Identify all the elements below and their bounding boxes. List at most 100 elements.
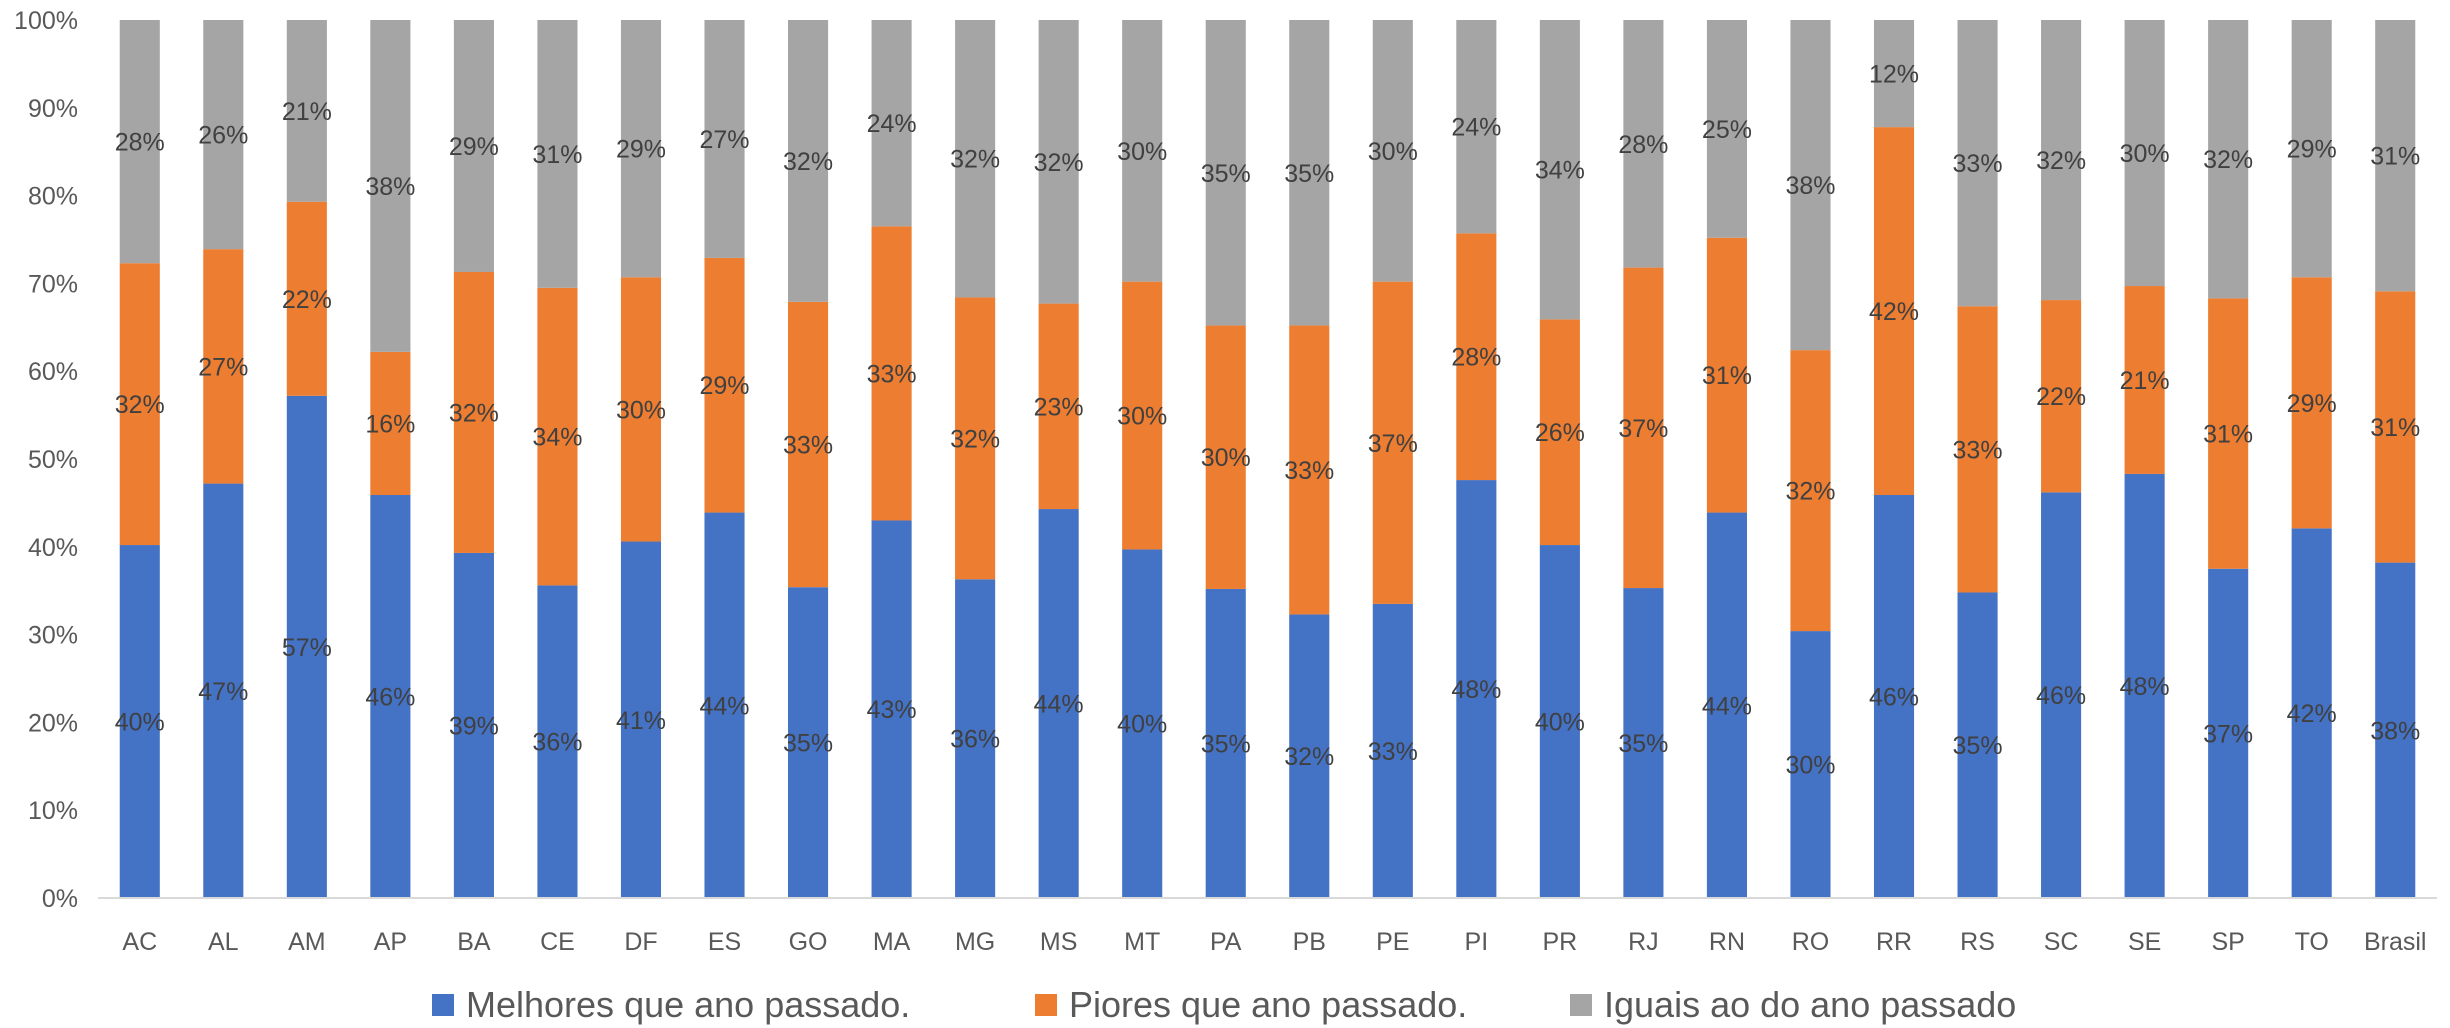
data-label: 46%: [1869, 683, 1919, 711]
bar-segment-ms-series-2: [1038, 303, 1079, 510]
y-tick-label: 30%: [28, 622, 78, 650]
bar-segment-mg-series-3: [955, 20, 996, 298]
data-label: 29%: [2287, 390, 2337, 418]
bar-segment-to-series-1: [2291, 528, 2332, 898]
bar-segment-ap-series-1: [370, 494, 411, 898]
data-label: 30%: [1117, 403, 1167, 431]
x-tick-label: RR: [1876, 928, 1912, 956]
x-tick-label: AL: [208, 928, 239, 956]
bar-segment-rs-series-2: [1957, 306, 1998, 593]
bar-segment-mt-series-1: [1122, 549, 1163, 898]
bar-segment-sc-series-1: [2041, 492, 2082, 898]
y-tick-label: 40%: [28, 534, 78, 562]
data-label: 37%: [1618, 415, 1668, 443]
data-label: 43%: [867, 696, 917, 724]
data-label: 35%: [783, 730, 833, 758]
data-label: 24%: [1451, 114, 1501, 142]
bar-segment-go-series-1: [788, 587, 829, 898]
data-label: 28%: [115, 129, 165, 157]
legend-swatch: [1570, 994, 1592, 1016]
bar-segment-se-series-2: [2124, 286, 2165, 474]
x-axis: AC AL AM AP BA CE DF ES GO MA MG MS MT PA PB PE PI PR RJ RN…: [98, 897, 2437, 956]
data-label: 34%: [532, 424, 582, 452]
bar-segment-sp-series-1: [2208, 568, 2249, 898]
x-tick-label: PI: [1465, 928, 1489, 956]
x-tick-label: PB: [1293, 928, 1326, 956]
data-label: 44%: [1702, 692, 1752, 720]
data-label: 30%: [1201, 444, 1251, 472]
data-label: 46%: [365, 683, 415, 711]
x-tick-label: Brasil: [2364, 928, 2427, 956]
bar-segment-rr-series-3: [1873, 20, 1915, 128]
bar-segment-ma-series-2: [871, 226, 912, 521]
bar-segment-brasil-series-2: [2375, 291, 2416, 563]
bar-segment-mt-series-3: [1122, 20, 1163, 282]
x-tick-label: MT: [1124, 928, 1160, 956]
data-label: 31%: [2203, 421, 2253, 449]
data-label: 31%: [2370, 414, 2420, 442]
bar-segment-rn-series-2: [1706, 237, 1747, 513]
bar-segment-al-series-2: [203, 249, 244, 484]
data-label: 40%: [115, 709, 165, 737]
legend-label: Piores que ano passado.: [1069, 984, 1467, 1025]
data-label: 12%: [1869, 61, 1919, 89]
x-tick-label: AM: [288, 928, 326, 956]
data-label: 33%: [1368, 738, 1418, 766]
y-tick-label: 90%: [28, 95, 78, 123]
bar-segment-pr-series-1: [1539, 545, 1580, 898]
x-tick-label: MG: [955, 928, 995, 956]
data-labels: 40% 32% 28% 47% 27% 26% 57% 22% 21% 46% 16% 38% 39% 3…: [115, 61, 2421, 780]
bar-segment-ce-series-3: [537, 20, 578, 288]
x-tick-label: AC: [122, 928, 157, 956]
bar-segment-es-series-3: [704, 20, 745, 258]
bar-segment-se-series-3: [2124, 20, 2165, 287]
data-label: 44%: [1034, 691, 1084, 719]
bar-segment-go-series-2: [788, 301, 829, 588]
data-label: 32%: [449, 399, 499, 427]
bar-segment-ap-series-2: [370, 351, 411, 495]
data-label: 29%: [616, 136, 666, 164]
bar-segment-ce-series-2: [537, 287, 578, 586]
y-axis: 0% 10% 20% 30% 40% 50% 60% 70% 80% 90% 100%: [14, 7, 78, 913]
x-tick-label: RO: [1792, 928, 1830, 956]
data-label: 30%: [1368, 138, 1418, 166]
data-label: 38%: [1785, 172, 1835, 200]
data-label: 28%: [1451, 344, 1501, 372]
data-label: 29%: [2287, 136, 2337, 164]
data-label: 46%: [2036, 682, 2086, 710]
data-label: 33%: [1284, 457, 1334, 485]
bar-segment-rs-series-1: [1957, 592, 1998, 898]
bar-segment-pb-series-2: [1289, 325, 1330, 615]
data-label: 36%: [532, 729, 582, 757]
bar-segment-al-series-3: [203, 20, 244, 250]
x-tick-label: DF: [624, 928, 657, 956]
bar-segment-ac-series-2: [119, 263, 160, 546]
bar-segment-rj-series-3: [1623, 20, 1664, 268]
data-label: 32%: [950, 425, 1000, 453]
data-label: 32%: [1034, 149, 1084, 177]
bar-segment-ro-series-1: [1790, 631, 1831, 898]
bar-segment-ce-series-1: [537, 585, 578, 898]
x-tick-label: TO: [2295, 928, 2329, 956]
bar-segment-df-series-3: [620, 20, 662, 278]
data-label: 29%: [699, 372, 749, 400]
data-label: 22%: [2036, 383, 2086, 411]
data-label: 26%: [1535, 419, 1585, 447]
data-label: 21%: [2120, 367, 2170, 395]
data-label: 35%: [1284, 160, 1334, 188]
bar-segment-am-series-2: [286, 201, 327, 396]
y-tick-label: 70%: [28, 270, 78, 298]
x-tick-label: ES: [708, 928, 741, 956]
data-label: 32%: [1785, 478, 1835, 506]
x-tick-label: RS: [1960, 928, 1995, 956]
bar-segment-pi-series-1: [1456, 480, 1497, 898]
data-label: 41%: [616, 707, 666, 735]
x-tick-label: SP: [2211, 928, 2244, 956]
y-tick-label: 60%: [28, 358, 78, 386]
x-tick-label: PR: [1543, 928, 1578, 956]
data-label: 30%: [616, 396, 666, 424]
data-label: 32%: [783, 148, 833, 176]
bar-segment-mg-series-1: [955, 579, 996, 898]
bar-segment-rr-series-1: [1873, 494, 1915, 898]
bar-segment-ro-series-3: [1790, 20, 1831, 351]
